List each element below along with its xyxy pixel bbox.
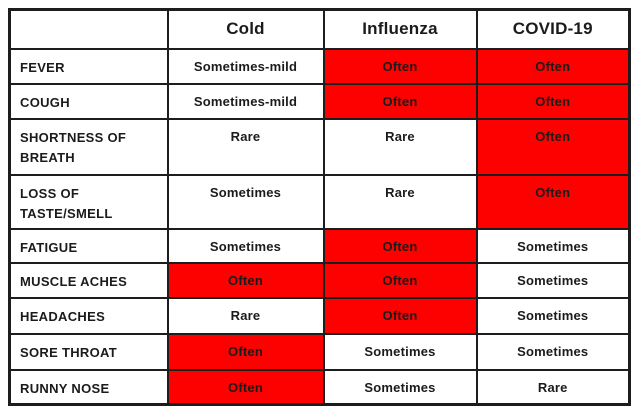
symptom-label: MUSCLE ACHES: [8, 261, 169, 299]
table-row: SHORTNESS OF BREATH Rare Rare Often: [8, 117, 631, 176]
cell-value: Sometimes: [475, 261, 631, 299]
header-covid19: COVID-19: [475, 8, 631, 50]
table-row: COUGH Sometimes-mild Often Often: [8, 82, 631, 120]
header-influenza: Influenza: [322, 8, 478, 50]
cell-value: Often: [322, 227, 478, 264]
cell-value: Often: [475, 82, 631, 120]
header-cold: Cold: [166, 8, 325, 50]
cell-value: Often: [475, 117, 631, 176]
cell-value: Often: [322, 47, 478, 85]
cell-value: Often: [475, 173, 631, 230]
table-row: FATIGUE Sometimes Often Sometimes: [8, 227, 631, 264]
cell-value: Rare: [322, 117, 478, 176]
cell-value: Often: [475, 47, 631, 85]
cell-value: Rare: [475, 368, 631, 406]
cell-value: Sometimes: [322, 332, 478, 371]
symptom-label: RUNNY NOSE: [8, 368, 169, 406]
table-row: RUNNY NOSE Often Sometimes Rare: [8, 368, 631, 406]
table-row: FEVER Sometimes-mild Often Often: [8, 47, 631, 85]
cell-value: Sometimes: [475, 332, 631, 371]
cell-value: Sometimes: [166, 173, 325, 230]
cell-value: Rare: [166, 117, 325, 176]
symptom-label: FATIGUE: [8, 227, 169, 264]
symptom-label: SHORTNESS OF BREATH: [8, 117, 169, 176]
cell-value: Rare: [322, 173, 478, 230]
table-row: HEADACHES Rare Often Sometimes: [8, 296, 631, 335]
symptom-label: HEADACHES: [8, 296, 169, 335]
symptom-comparison-table: Cold Influenza COVID-19 FEVER Sometimes-…: [8, 8, 631, 407]
cell-value: Often: [322, 82, 478, 120]
cell-value: Often: [322, 296, 478, 335]
cell-value: Sometimes: [166, 227, 325, 264]
header-empty-cell: [8, 8, 169, 50]
symptom-label: FEVER: [8, 47, 169, 85]
symptom-label: SORE THROAT: [8, 332, 169, 371]
cell-value: Often: [322, 261, 478, 299]
cell-value: Often: [166, 261, 325, 299]
table-row: LOSS OF TASTE/SMELL Sometimes Rare Often: [8, 173, 631, 230]
table-row: SORE THROAT Often Sometimes Sometimes: [8, 332, 631, 371]
symptom-label: COUGH: [8, 82, 169, 120]
cell-value: Sometimes: [475, 227, 631, 264]
cell-value: Often: [166, 368, 325, 406]
cell-value: Sometimes: [475, 296, 631, 335]
table-row: MUSCLE ACHES Often Often Sometimes: [8, 261, 631, 299]
header-row: Cold Influenza COVID-19: [8, 8, 631, 50]
cell-value: Sometimes-mild: [166, 47, 325, 85]
cell-value: Often: [166, 332, 325, 371]
cell-value: Sometimes: [322, 368, 478, 406]
cell-value: Rare: [166, 296, 325, 335]
symptom-label: LOSS OF TASTE/SMELL: [8, 173, 169, 230]
cell-value: Sometimes-mild: [166, 82, 325, 120]
